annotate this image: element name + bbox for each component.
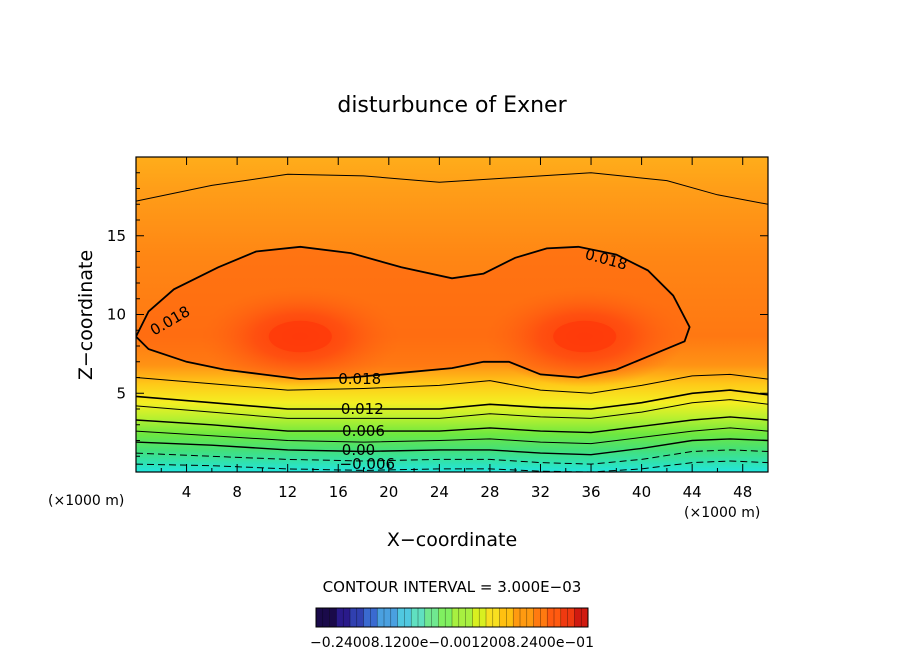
colorbar-cell	[411, 608, 419, 627]
x-tick-label: 8	[232, 483, 242, 501]
colorbar-cell	[438, 608, 446, 627]
x-axis: 4 8 12 16 20 24 28 32 36 40 44 48	[160, 157, 752, 501]
colorbar-cell	[472, 608, 480, 627]
colorbar-cell	[424, 608, 432, 627]
colorbar-cell	[465, 608, 473, 627]
colorbar-frame	[315, 607, 589, 628]
colorbar	[315, 607, 589, 628]
colorbar-cell	[377, 608, 385, 627]
contour-line	[136, 438, 768, 456]
plot-area	[136, 157, 768, 472]
colorbar-cell	[506, 608, 514, 627]
colorbar-labels: −0.24008.1200e−0.0012008.2400e−01	[310, 635, 594, 651]
svg-text:0.012: 0.012	[341, 400, 384, 418]
colorbar-cell	[404, 608, 412, 627]
x-tick-label: 20	[379, 483, 398, 501]
x-tick-label: 36	[581, 483, 600, 501]
colorbar-cell	[567, 608, 575, 627]
colorbar-cell	[452, 608, 460, 627]
chart-title: disturbunce of Exner	[337, 93, 567, 118]
x-tick-label: 12	[278, 483, 297, 501]
x-unit-left: (×1000 m)	[48, 493, 124, 509]
colorbar-cell	[581, 608, 589, 627]
colorbar-cell	[499, 608, 507, 627]
x-axis-label: X−coordinate	[387, 529, 517, 551]
x-tick-label: 28	[480, 483, 499, 501]
y-axis: 5 10 15	[107, 172, 768, 457]
colorbar-cell	[554, 608, 562, 627]
x-tick-label: 16	[329, 483, 348, 501]
x-tick-label: 44	[683, 483, 702, 501]
colorbar-cell	[418, 608, 426, 627]
contour-line	[136, 172, 768, 205]
colorbar-cell	[356, 608, 364, 627]
contour-label: 0.00	[342, 441, 375, 459]
contour-label: 0.012	[341, 400, 384, 418]
colorbar-cell	[397, 608, 405, 627]
colorbar-cell	[560, 608, 568, 627]
svg-text:0.00: 0.00	[342, 441, 375, 459]
colorbar-cell	[445, 608, 453, 627]
contour-line	[136, 245, 691, 381]
x-unit-right: (×1000 m)	[684, 505, 760, 521]
y-axis-label: Z−coordinate	[75, 250, 97, 380]
colorbar-cell	[533, 608, 541, 627]
contour-line	[136, 449, 768, 465]
x-tick-label: 4	[182, 483, 192, 501]
y-tick-label: 15	[107, 227, 126, 245]
colorbar-cell	[520, 608, 528, 627]
colorbar-cell	[431, 608, 439, 627]
colorbar-cell	[350, 608, 358, 627]
contour-line	[136, 399, 768, 419]
svg-text:−0.006: −0.006	[340, 455, 396, 473]
colorbar-cell	[526, 608, 534, 627]
contour-lines	[136, 172, 768, 472]
colorbar-cell	[492, 608, 500, 627]
colorbar-cell	[540, 608, 548, 627]
colorbar-cell	[316, 608, 324, 627]
colorbar-cell	[363, 608, 371, 627]
colorbar-cell	[370, 608, 378, 627]
x-tick-label: 48	[733, 483, 752, 501]
colorbar-cell	[390, 608, 398, 627]
colorbar-cell	[336, 608, 344, 627]
colorbar-cell	[458, 608, 466, 627]
contour-label: 0.018	[338, 370, 381, 388]
peak-center-2	[553, 320, 617, 353]
contour-interval-text: CONTOUR INTERVAL = 3.000E−03	[323, 578, 582, 596]
colorbar-cell	[479, 608, 487, 627]
colorbar-cell	[343, 608, 351, 627]
x-tick-label: 40	[632, 483, 651, 501]
colorbar-cell	[322, 608, 330, 627]
x-tick-label: 32	[531, 483, 550, 501]
contour-label: 0.006	[342, 422, 385, 440]
contour-line	[136, 427, 768, 445]
peak-center-1	[268, 320, 332, 353]
svg-text:0.018: 0.018	[338, 370, 381, 388]
colorbar-cell	[574, 608, 582, 627]
x-tick-label: 24	[430, 483, 449, 501]
svg-text:0.006: 0.006	[342, 422, 385, 440]
contour-line	[136, 389, 768, 410]
contour-line	[136, 373, 768, 394]
colorbar-cell	[329, 608, 337, 627]
colorbar-cell	[486, 608, 494, 627]
colorbar-cell	[547, 608, 555, 627]
y-tick-label: 10	[107, 306, 126, 324]
contour-label: −0.006	[340, 455, 396, 473]
contour-line	[136, 416, 768, 434]
colorbar-cell	[384, 608, 392, 627]
y-tick-label: 5	[116, 384, 126, 402]
colorbar-cell	[513, 608, 521, 627]
